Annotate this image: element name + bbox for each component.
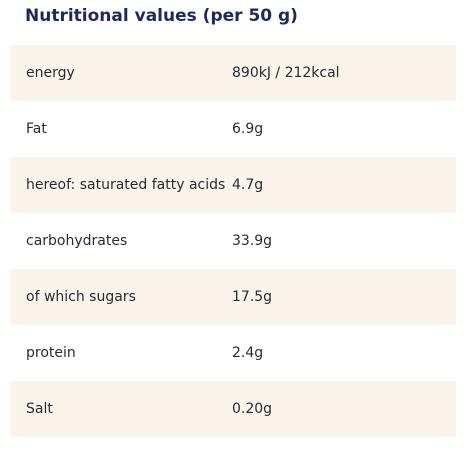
- nutrient-value: 17.5g: [232, 289, 273, 305]
- nutrient-value: 6.9g: [232, 121, 264, 137]
- table-row: hereof: saturated fatty acids 4.7g: [10, 157, 456, 213]
- nutrient-label: carbohydrates: [26, 232, 128, 249]
- table-row: Fat 6.9g: [10, 101, 456, 157]
- table-row: Salt 0.20g: [10, 381, 456, 437]
- nutrient-label: protein: [26, 344, 76, 361]
- nutrient-label: of which sugars: [26, 288, 136, 305]
- nutrient-value: 2.4g: [232, 345, 264, 361]
- nutrition-title: Nutritional values (per 50 g): [25, 6, 298, 26]
- nutrient-label: energy: [26, 64, 75, 81]
- nutrient-value: 33.9g: [232, 233, 273, 249]
- table-row: carbohydrates 33.9g: [10, 213, 456, 269]
- nutrient-label: Fat: [26, 120, 47, 137]
- nutrition-table: energy 890kJ / 212kcal Fat 6.9g hereof: …: [10, 45, 456, 437]
- nutrient-value: 890kJ / 212kcal: [232, 65, 340, 81]
- nutrient-value: 4.7g: [232, 177, 264, 193]
- nutrient-label: hereof: saturated fatty acids: [26, 176, 226, 193]
- table-row: energy 890kJ / 212kcal: [10, 45, 456, 101]
- table-row: of which sugars 17.5g: [10, 269, 456, 325]
- nutrient-label: Salt: [26, 400, 53, 417]
- table-row: protein 2.4g: [10, 325, 456, 381]
- nutrient-value: 0.20g: [232, 401, 273, 417]
